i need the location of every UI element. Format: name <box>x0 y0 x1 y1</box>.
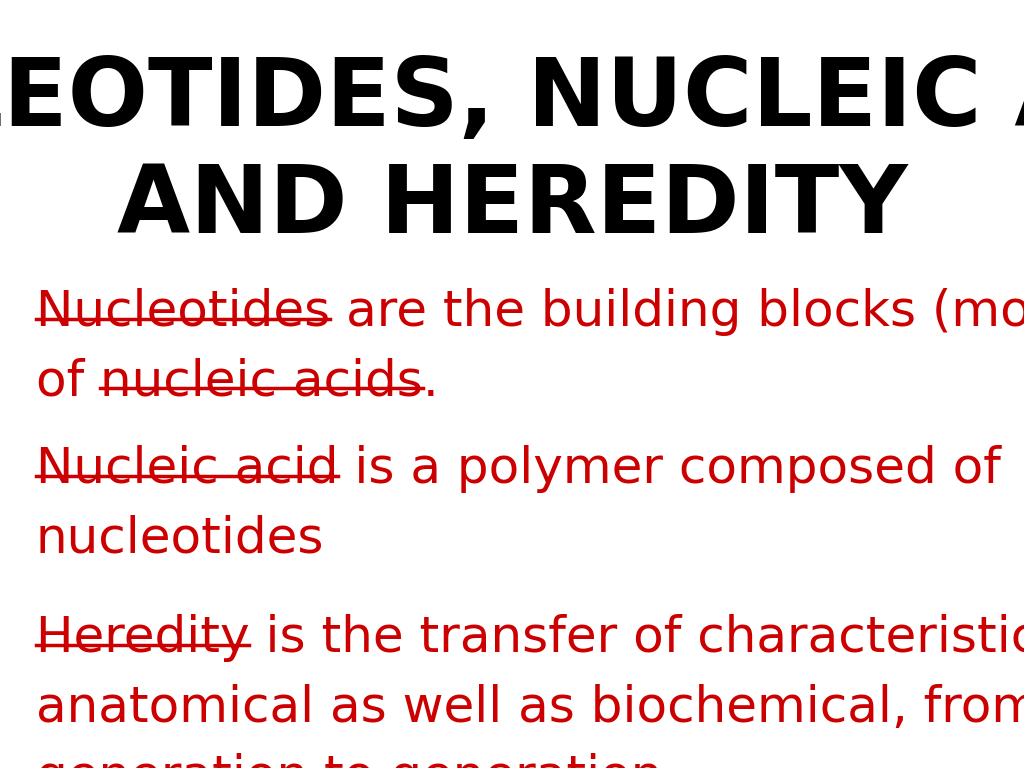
Text: AND HEREDITY: AND HEREDITY <box>117 161 907 253</box>
Text: nucleotides: nucleotides <box>36 515 325 562</box>
Text: of: of <box>36 357 100 406</box>
Text: generation to generation.: generation to generation. <box>36 753 678 768</box>
Text: nucleic acids.: nucleic acids. <box>100 357 438 406</box>
Text: Nucleotides are the building blocks (monomer): Nucleotides are the building blocks (mon… <box>36 288 1024 336</box>
Text: anatomical as well as biochemical, from: anatomical as well as biochemical, from <box>36 684 1024 731</box>
Text: Heredity is the transfer of characteristics,: Heredity is the transfer of characterist… <box>36 614 1024 662</box>
Text: Nucleic acid is a polymer composed of: Nucleic acid is a polymer composed of <box>36 445 1000 494</box>
Text: NUCLEOTIDES, NUCLEIC ACID,: NUCLEOTIDES, NUCLEIC ACID, <box>0 54 1024 146</box>
